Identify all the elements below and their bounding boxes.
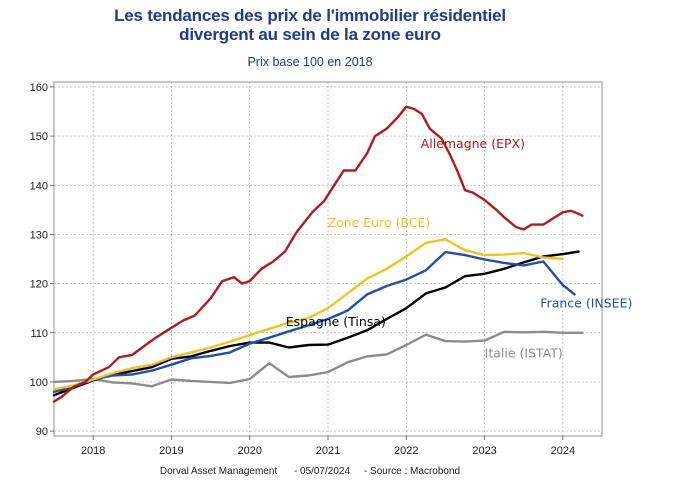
x-tick-label: 2021 (316, 445, 340, 457)
series-line-zone-euro-bce- (52, 238, 565, 391)
series-line-italie-istat- (52, 330, 584, 388)
series-label: Zone Euro (BCE) (327, 215, 430, 230)
axes: 90 100 110 120 130 140 150 160 2018 2019 2020 2021 2… (30, 82, 575, 457)
series-label: Espagne (Tinsa) (286, 314, 386, 329)
footer-source: - Source : Macrobond (363, 466, 461, 477)
footer-date: - 05/07/2024 (293, 466, 351, 477)
x-tick-label: 2018 (81, 445, 105, 457)
x-tick-label: 2019 (159, 445, 183, 457)
series-label: France (INSEE) (540, 296, 632, 311)
x-tick-label: 2024 (551, 445, 575, 457)
footer-author: Dorval Asset Management (159, 466, 278, 477)
x-tick-label: 2023 (472, 445, 496, 457)
y-tick-label: 150 (30, 131, 48, 143)
y-tick-label: 120 (30, 279, 48, 291)
series-label: Italie (ISTAT) (485, 345, 563, 360)
series-label: Allemagne (EPX) (421, 136, 525, 151)
chart-title-line2: divergent au sein de la zone euro (179, 25, 441, 44)
chart-subtitle: Prix base 100 en 2018 (247, 55, 373, 69)
x-tick-label: 2020 (237, 445, 261, 457)
y-tick-label: 160 (30, 82, 48, 94)
y-tick-label: 110 (30, 328, 48, 340)
series-lines (52, 105, 584, 403)
chart-title: Les tendances des prix de l'immobilier r… (0, 6, 620, 44)
x-tick-label: 2022 (394, 445, 418, 457)
series-line-allemagne-epx- (52, 105, 584, 403)
y-tick-label: 100 (30, 377, 48, 389)
chart-title-line1: Les tendances des prix de l'immobilier r… (114, 6, 506, 25)
series-line-france-insee- (52, 250, 576, 393)
y-tick-label: 140 (30, 180, 48, 192)
series-labels: Italie (ISTAT) Espagne (Tinsa) France (INS… (286, 136, 633, 360)
y-tick-label: 130 (30, 229, 48, 241)
footer: Dorval Asset Management - 05/07/2024 - S… (0, 466, 620, 477)
y-tick-label: 90 (36, 426, 48, 438)
series-line-espagne-tinsa- (52, 250, 580, 397)
